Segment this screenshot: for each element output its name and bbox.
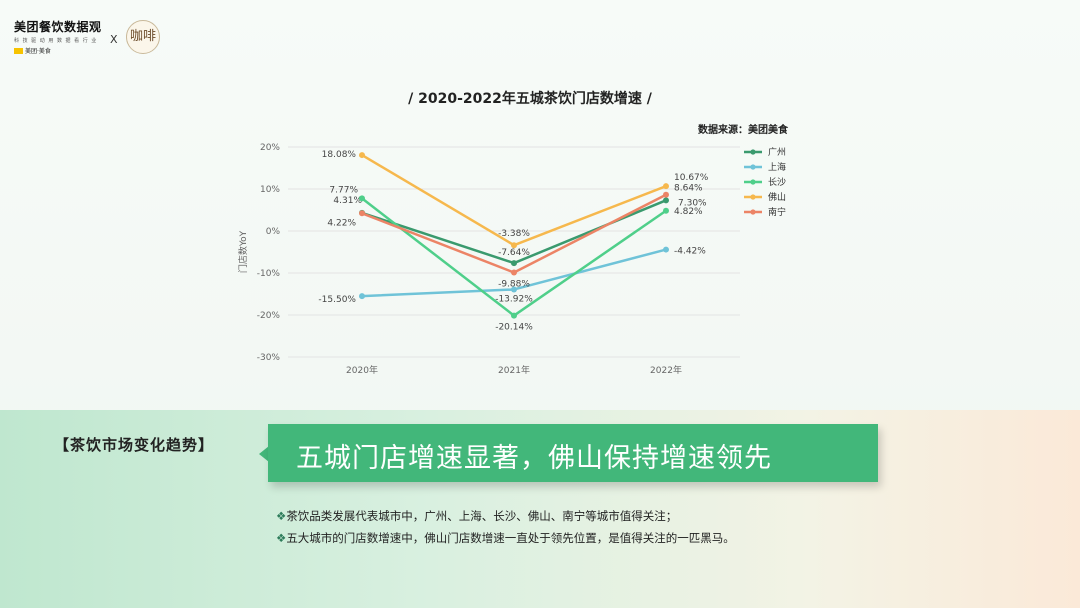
legend-label: 上海	[768, 161, 786, 173]
bullet-item: ❖五大城市的门店数增速中，佛山门店数增速一直处于领先位置，是值得关注的一匹黑马。	[276, 530, 735, 546]
brand-logo: 美团餐饮数据观 科 技 驱 动 用 数 据 看 行 业 美团·美食	[14, 18, 106, 55]
legend-marker	[750, 209, 756, 215]
brand-subtitle: 科 技 驱 动 用 数 据 看 行 业	[14, 38, 98, 44]
y-tick-label: 20%	[260, 143, 280, 153]
legend-label: 南宁	[768, 206, 786, 218]
meituan-mark: 美团·美食	[14, 46, 106, 55]
data-label: -4.42%	[674, 247, 706, 257]
data-label: -3.38%	[498, 229, 530, 239]
data-point	[511, 242, 517, 249]
x-tick-label: 2020年	[346, 364, 378, 376]
bullet-list: ❖茶饮品类发展代表城市中，广州、上海、长沙、佛山、南宁等城市值得关注； ❖五大城…	[276, 508, 735, 552]
data-point	[663, 246, 669, 253]
data-label: -9.88%	[498, 279, 530, 289]
data-point	[511, 286, 517, 293]
headline-box	[268, 424, 878, 482]
section-tag: 【茶饮市场变化趋势】	[54, 436, 215, 454]
data-label: 4.31%	[333, 196, 362, 206]
y-tick-label: 0%	[266, 227, 281, 237]
data-point	[663, 191, 669, 198]
legend-marker	[750, 164, 756, 170]
chart-title: / 2020-2022年五城茶饮门店数增速 /	[408, 91, 652, 107]
data-label: -13.92%	[495, 294, 533, 304]
data-point	[663, 183, 669, 190]
data-point	[359, 210, 365, 217]
data-label: -7.64%	[498, 248, 530, 258]
data-label: 4.82%	[674, 207, 703, 217]
y-tick-label: -30%	[257, 353, 281, 363]
data-point	[511, 269, 517, 276]
data-label: 10.67%	[674, 173, 709, 183]
bullet-item: ❖茶饮品类发展代表城市中，广州、上海、长沙、佛山、南宁等城市值得关注；	[276, 508, 735, 524]
partner-badge: 咖啡	[126, 20, 160, 54]
legend-label: 长沙	[768, 176, 786, 188]
y-tick-label: -20%	[257, 311, 281, 321]
bullet-mark-icon: ❖	[276, 509, 287, 523]
data-label: -15.50%	[318, 295, 356, 305]
data-source: 数据来源：美团美食	[698, 125, 788, 136]
meituan-label: 美团·美食	[25, 48, 51, 55]
x-tick-label: 2022年	[650, 364, 682, 376]
collab-times: X	[110, 33, 118, 46]
data-label: 18.08%	[322, 150, 357, 160]
data-point	[511, 312, 517, 319]
y-tick-label: 10%	[260, 185, 280, 195]
line-chart: 20% 10% 0% -10% -20% -30% 2020年 2021年 2022年 门店数Yo…	[237, 143, 786, 376]
data-label: 7.77%	[329, 185, 358, 195]
x-tick-label: 2021年	[498, 364, 530, 376]
legend-label: 佛山	[768, 191, 786, 203]
data-label: -20.14%	[495, 323, 533, 333]
headline-notch	[259, 446, 269, 462]
legend-marker	[750, 194, 756, 200]
data-point	[511, 260, 517, 267]
y-axis-label: 门店数YoY	[237, 230, 249, 273]
legend-label: 广州	[768, 146, 786, 158]
y-tick-label: -10%	[257, 269, 281, 279]
data-point	[359, 293, 365, 300]
brand-title: 美团餐饮数据观	[14, 20, 102, 34]
legend-marker	[750, 149, 756, 155]
bullet-text: 茶饮品类发展代表城市中，广州、上海、长沙、佛山、南宁等城市值得关注；	[286, 509, 678, 523]
bullet-mark-icon: ❖	[276, 531, 287, 545]
data-label: 4.22%	[327, 218, 356, 228]
data-point	[359, 195, 365, 202]
legend-marker	[750, 179, 756, 185]
data-label: 8.64%	[674, 184, 703, 194]
bullet-text: 五大城市的门店数增速中，佛山门店数增速一直处于领先位置，是值得关注的一匹黑马。	[286, 531, 735, 545]
data-point	[359, 152, 365, 159]
data-point	[663, 197, 669, 204]
meituan-logo-icon	[14, 47, 23, 54]
data-label: 7.30%	[678, 198, 707, 208]
headline: 五城门店增速显著，佛山保持增速领先	[296, 443, 772, 474]
data-point	[663, 207, 669, 214]
